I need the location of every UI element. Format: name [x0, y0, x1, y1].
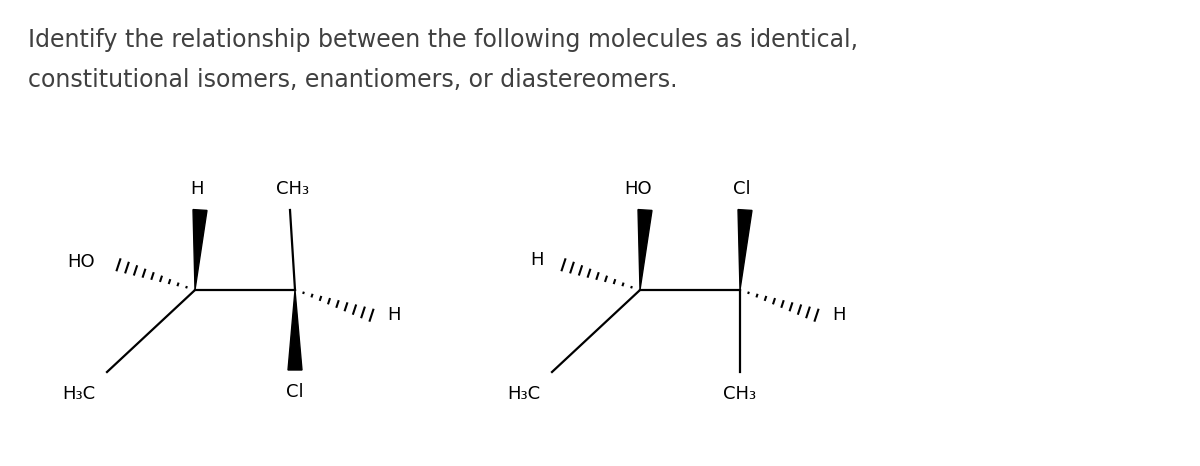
Text: CH₃: CH₃ — [276, 180, 310, 198]
Text: H: H — [530, 251, 544, 269]
Text: Cl: Cl — [733, 180, 751, 198]
Text: H₃C: H₃C — [506, 385, 540, 403]
Text: HO: HO — [624, 180, 652, 198]
Polygon shape — [738, 210, 752, 290]
Text: HO: HO — [67, 253, 95, 271]
Polygon shape — [638, 210, 652, 290]
Polygon shape — [288, 290, 302, 370]
Text: H: H — [832, 306, 846, 324]
Text: H: H — [191, 180, 204, 198]
Text: CH₃: CH₃ — [724, 385, 756, 403]
Text: Cl: Cl — [286, 383, 304, 401]
Text: Identify the relationship between the following molecules as identical,: Identify the relationship between the fo… — [28, 28, 858, 52]
Text: H₃C: H₃C — [62, 385, 95, 403]
Text: constitutional isomers, enantiomers, or diastereomers.: constitutional isomers, enantiomers, or … — [28, 68, 678, 92]
Polygon shape — [193, 210, 206, 290]
Text: H: H — [386, 306, 401, 324]
